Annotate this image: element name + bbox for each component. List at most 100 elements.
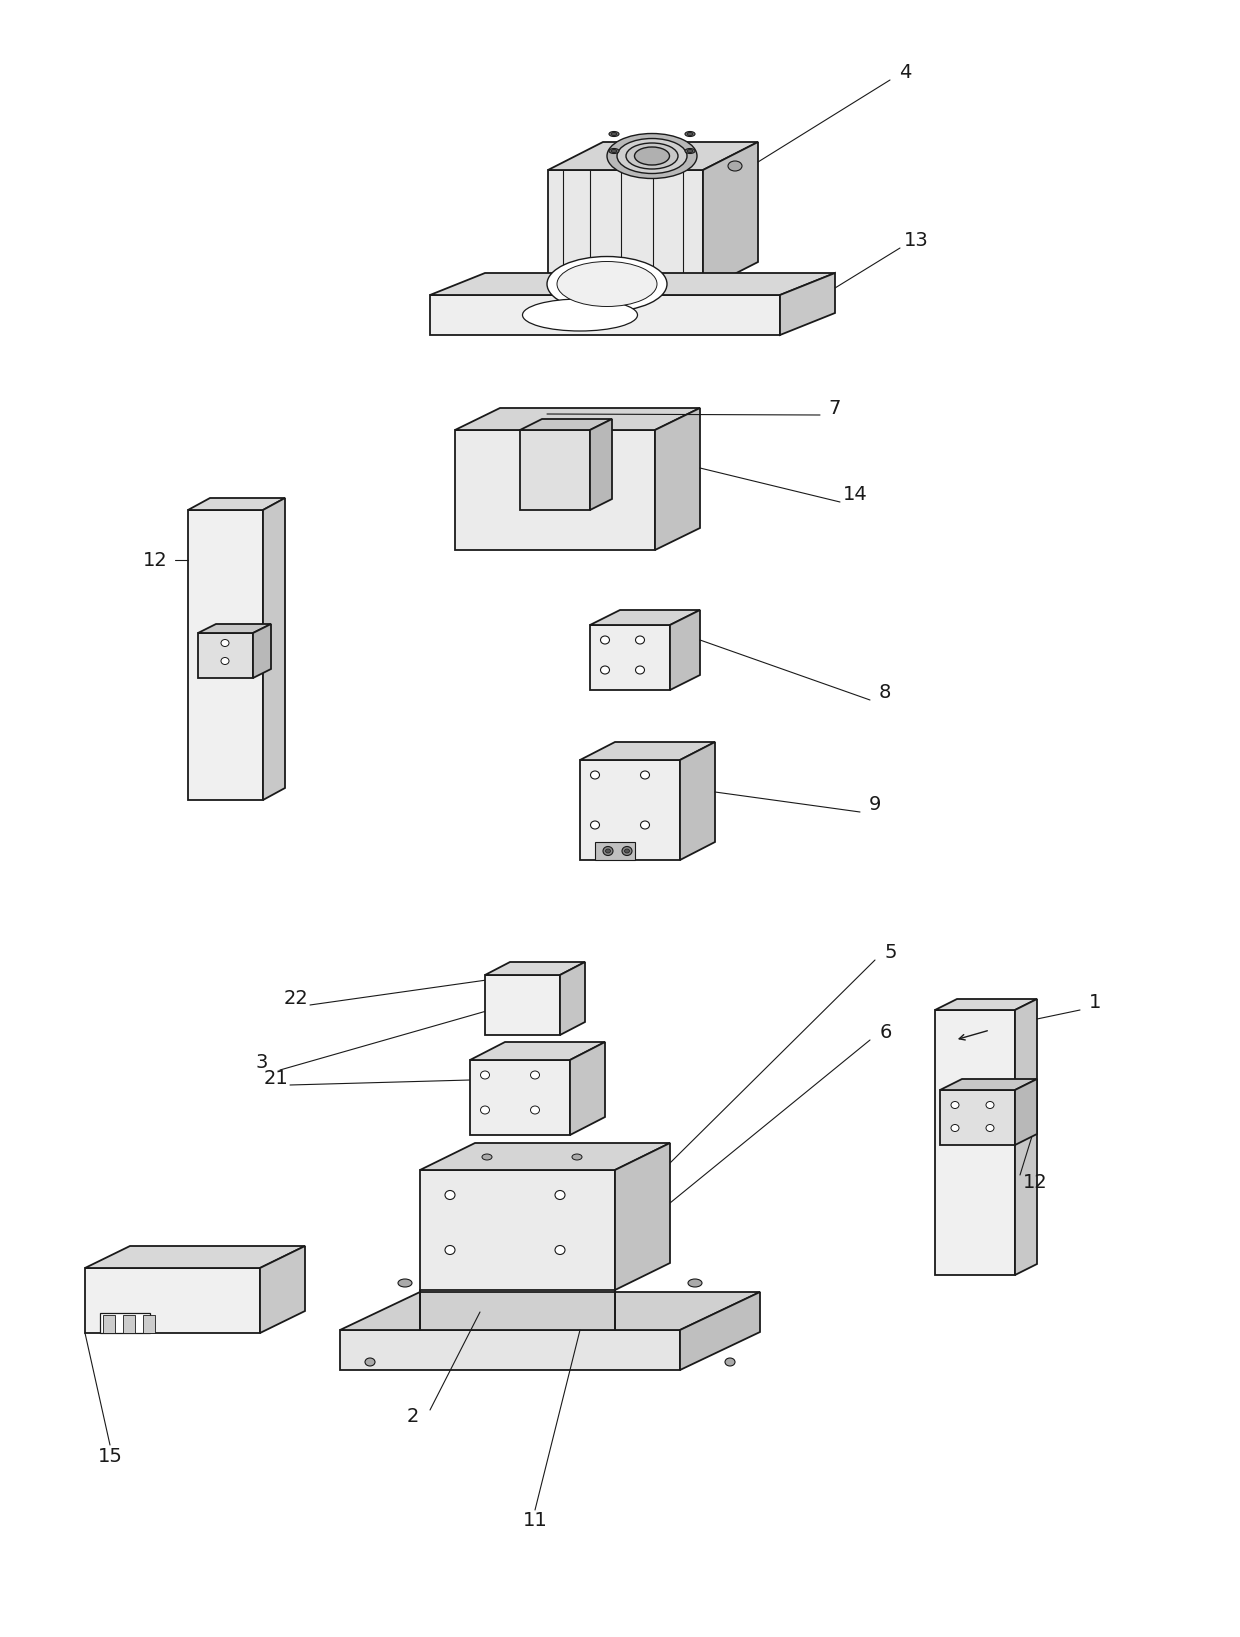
Ellipse shape: [445, 1190, 455, 1200]
Polygon shape: [420, 1170, 615, 1290]
Ellipse shape: [684, 149, 694, 154]
Ellipse shape: [482, 1154, 492, 1161]
Ellipse shape: [687, 149, 693, 152]
Ellipse shape: [365, 1359, 374, 1365]
Polygon shape: [520, 431, 590, 511]
Ellipse shape: [609, 149, 619, 154]
Polygon shape: [618, 290, 632, 308]
Polygon shape: [548, 142, 758, 170]
Polygon shape: [455, 431, 655, 550]
Polygon shape: [548, 170, 703, 290]
Polygon shape: [1016, 1079, 1037, 1144]
Ellipse shape: [481, 1071, 490, 1079]
Polygon shape: [570, 1043, 605, 1134]
Text: 22: 22: [284, 989, 309, 1007]
Ellipse shape: [626, 142, 678, 169]
Text: 8: 8: [879, 684, 892, 702]
Ellipse shape: [986, 1125, 994, 1131]
Polygon shape: [680, 742, 715, 859]
Polygon shape: [143, 1315, 155, 1333]
Polygon shape: [103, 1315, 115, 1333]
Ellipse shape: [600, 666, 610, 674]
Text: 6: 6: [880, 1023, 893, 1043]
Text: 14: 14: [843, 486, 867, 504]
Ellipse shape: [590, 771, 599, 779]
Text: 11: 11: [522, 1511, 547, 1529]
Polygon shape: [560, 963, 585, 1035]
Polygon shape: [485, 976, 560, 1035]
Text: 2: 2: [407, 1408, 419, 1426]
Ellipse shape: [600, 637, 610, 643]
Ellipse shape: [556, 1190, 565, 1200]
Text: 9: 9: [869, 796, 882, 815]
Ellipse shape: [445, 1246, 455, 1254]
Polygon shape: [470, 1043, 605, 1061]
Polygon shape: [940, 1090, 1016, 1144]
Ellipse shape: [641, 822, 650, 828]
Polygon shape: [198, 634, 253, 678]
Polygon shape: [123, 1315, 135, 1333]
Ellipse shape: [684, 131, 694, 136]
Polygon shape: [420, 1143, 670, 1170]
Polygon shape: [680, 1292, 760, 1370]
Text: 4: 4: [899, 64, 911, 82]
Ellipse shape: [556, 1246, 565, 1254]
Ellipse shape: [522, 300, 637, 331]
Text: 15: 15: [98, 1447, 123, 1465]
Polygon shape: [780, 273, 835, 336]
Polygon shape: [455, 408, 701, 431]
Polygon shape: [935, 1010, 1016, 1275]
Ellipse shape: [547, 257, 667, 311]
Ellipse shape: [951, 1125, 959, 1131]
Ellipse shape: [608, 134, 697, 178]
Polygon shape: [260, 1246, 305, 1333]
Polygon shape: [100, 1313, 150, 1333]
Polygon shape: [253, 624, 272, 678]
Ellipse shape: [951, 1102, 959, 1108]
Polygon shape: [188, 511, 263, 800]
Ellipse shape: [687, 133, 693, 136]
Text: 21: 21: [264, 1069, 289, 1087]
Polygon shape: [670, 611, 701, 691]
Polygon shape: [485, 963, 585, 976]
Text: 12: 12: [1023, 1172, 1048, 1192]
Ellipse shape: [622, 846, 632, 856]
Polygon shape: [590, 611, 701, 625]
Ellipse shape: [635, 666, 645, 674]
Ellipse shape: [605, 850, 610, 853]
Polygon shape: [263, 498, 285, 800]
Ellipse shape: [557, 262, 657, 306]
Ellipse shape: [625, 850, 630, 853]
Ellipse shape: [725, 1359, 735, 1365]
Ellipse shape: [590, 822, 599, 828]
Ellipse shape: [635, 147, 670, 165]
Ellipse shape: [618, 139, 687, 174]
Ellipse shape: [641, 771, 650, 779]
Polygon shape: [340, 1329, 680, 1370]
Ellipse shape: [398, 1278, 412, 1287]
Polygon shape: [935, 999, 1037, 1010]
Ellipse shape: [221, 658, 229, 665]
Ellipse shape: [611, 133, 618, 136]
Polygon shape: [615, 1143, 670, 1290]
Polygon shape: [86, 1269, 260, 1333]
Ellipse shape: [603, 846, 613, 856]
Ellipse shape: [635, 637, 645, 643]
Text: 1: 1: [1089, 994, 1101, 1013]
Ellipse shape: [531, 1071, 539, 1079]
Polygon shape: [86, 1246, 305, 1269]
Polygon shape: [198, 624, 272, 634]
Text: 3: 3: [255, 1054, 268, 1072]
Ellipse shape: [531, 1107, 539, 1115]
Ellipse shape: [611, 149, 618, 152]
Ellipse shape: [481, 1107, 490, 1115]
Polygon shape: [430, 273, 835, 295]
Polygon shape: [188, 498, 285, 511]
Ellipse shape: [728, 160, 742, 170]
Ellipse shape: [618, 304, 632, 313]
Text: 5: 5: [885, 943, 898, 963]
Polygon shape: [430, 295, 780, 336]
Text: 13: 13: [904, 231, 929, 250]
Polygon shape: [590, 419, 613, 511]
Ellipse shape: [688, 1278, 702, 1287]
